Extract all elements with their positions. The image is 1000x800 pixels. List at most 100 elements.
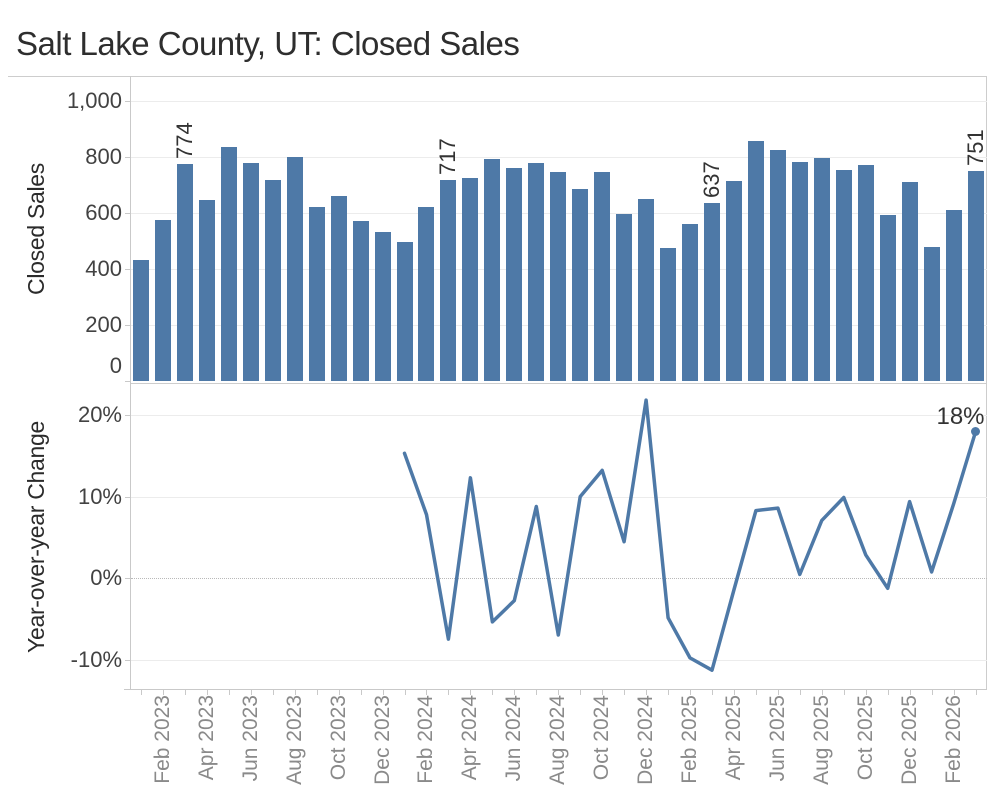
- x-axis-tick: [777, 689, 779, 695]
- x-axis-line: [124, 689, 987, 690]
- x-axis-tick: [338, 689, 340, 695]
- bar[interactable]: [132, 260, 149, 381]
- y-axis-tick: [124, 324, 130, 326]
- y-axis-tick-label: 800: [85, 143, 122, 169]
- y-axis-tick-label: 400: [85, 255, 122, 281]
- bar[interactable]: [703, 202, 720, 381]
- x-axis-tick: [294, 689, 296, 695]
- y-axis-tick-label: 0: [109, 353, 122, 378]
- yoy-line[interactable]: [402, 398, 978, 672]
- x-axis-tick: [755, 689, 757, 695]
- gridline: [131, 660, 987, 662]
- right-border: [986, 76, 987, 689]
- x-axis-tick: [909, 689, 911, 695]
- bar[interactable]: [594, 171, 611, 381]
- y-axis-tick: [124, 496, 130, 498]
- x-axis-month-label: Apr 2025: [721, 695, 745, 781]
- bar[interactable]: [638, 199, 655, 381]
- line-end-label: 18%: [936, 402, 985, 430]
- bar[interactable]: [835, 170, 852, 381]
- bar[interactable]: [352, 220, 369, 381]
- bar[interactable]: [769, 150, 786, 381]
- bar[interactable]: [923, 247, 940, 381]
- x-axis-month-label: Aug 2024: [546, 695, 570, 785]
- bar[interactable]: [154, 219, 171, 381]
- x-axis-month-label: Jun 2024: [502, 695, 526, 782]
- bar[interactable]: [813, 157, 830, 381]
- bar[interactable]: [945, 209, 962, 381]
- x-axis-tick: [843, 689, 845, 695]
- x-axis-tick: [162, 689, 164, 695]
- bar[interactable]: [176, 164, 193, 381]
- x-axis-tick: [316, 689, 318, 695]
- bar[interactable]: [550, 172, 567, 381]
- bar[interactable]: [879, 215, 896, 381]
- bar-value-label: 637: [698, 160, 724, 198]
- x-axis-month-label: Dec 2024: [634, 695, 658, 785]
- y-axis-tick: [124, 414, 130, 416]
- gridline: [131, 496, 987, 498]
- bar[interactable]: [967, 170, 984, 381]
- gridline: [131, 414, 987, 416]
- bar[interactable]: [308, 206, 325, 381]
- y-axis-tick: [124, 660, 130, 662]
- bar[interactable]: [616, 213, 633, 381]
- bar[interactable]: [857, 165, 874, 381]
- bar[interactable]: [242, 162, 259, 381]
- y-axis-tick: [124, 156, 130, 158]
- x-axis-tick: [646, 689, 648, 695]
- y-axis-tick-label: -10%: [70, 647, 122, 673]
- bar[interactable]: [725, 180, 742, 381]
- bar[interactable]: [396, 241, 413, 381]
- panel-divider: [130, 383, 987, 384]
- bar[interactable]: [198, 200, 215, 381]
- bar[interactable]: [484, 159, 501, 381]
- x-axis-month-label: Oct 2023: [326, 695, 350, 781]
- bar[interactable]: [286, 156, 303, 381]
- line-end-marker[interactable]: [971, 427, 981, 437]
- y-axis-tick-label: 600: [85, 199, 122, 225]
- bar[interactable]: [747, 141, 764, 381]
- bar[interactable]: [572, 189, 589, 381]
- y-axis-tick-label: 200: [85, 311, 122, 337]
- bar[interactable]: [220, 147, 237, 381]
- x-axis-month-label: Feb 2024: [414, 695, 438, 784]
- y-axis-tick-label: 1,000: [66, 87, 122, 113]
- bar[interactable]: [374, 231, 391, 381]
- x-axis-month-label: Apr 2023: [194, 695, 218, 781]
- chart-title: Salt Lake County, UT: Closed Sales: [16, 25, 520, 62]
- x-axis-tick: [953, 689, 955, 695]
- bar[interactable]: [330, 195, 347, 381]
- x-axis-month-label: Feb 2023: [150, 695, 174, 784]
- x-axis-tick: [536, 689, 538, 695]
- x-axis-tick: [602, 689, 604, 695]
- y-axis-tick-label: 10%: [77, 483, 122, 509]
- bar[interactable]: [506, 168, 523, 381]
- bar[interactable]: [901, 182, 918, 381]
- x-axis-tick: [690, 689, 692, 695]
- bar[interactable]: [264, 180, 281, 381]
- x-axis-tick: [799, 689, 801, 695]
- y-axis-tick: [124, 578, 130, 580]
- x-axis-tick: [470, 689, 472, 695]
- x-axis-month-label: Feb 2026: [941, 695, 965, 784]
- x-axis-tick: [580, 689, 582, 695]
- bar[interactable]: [682, 224, 699, 381]
- y-axis-line: [130, 76, 131, 689]
- x-axis-tick: [382, 689, 384, 695]
- x-axis-month-label: Aug 2025: [809, 695, 833, 785]
- gridline: [131, 100, 987, 102]
- bar[interactable]: [440, 180, 457, 381]
- x-axis-tick: [426, 689, 428, 695]
- bar[interactable]: [418, 207, 435, 381]
- gridline: [131, 578, 987, 580]
- x-axis-month-label: Oct 2025: [853, 695, 877, 781]
- x-axis-tick: [624, 689, 626, 695]
- x-axis-tick: [975, 689, 977, 695]
- bar[interactable]: [528, 162, 545, 381]
- bar[interactable]: [791, 161, 808, 381]
- bar[interactable]: [660, 248, 677, 381]
- bar[interactable]: [462, 177, 479, 381]
- y-axis-tick-label: 20%: [77, 401, 122, 427]
